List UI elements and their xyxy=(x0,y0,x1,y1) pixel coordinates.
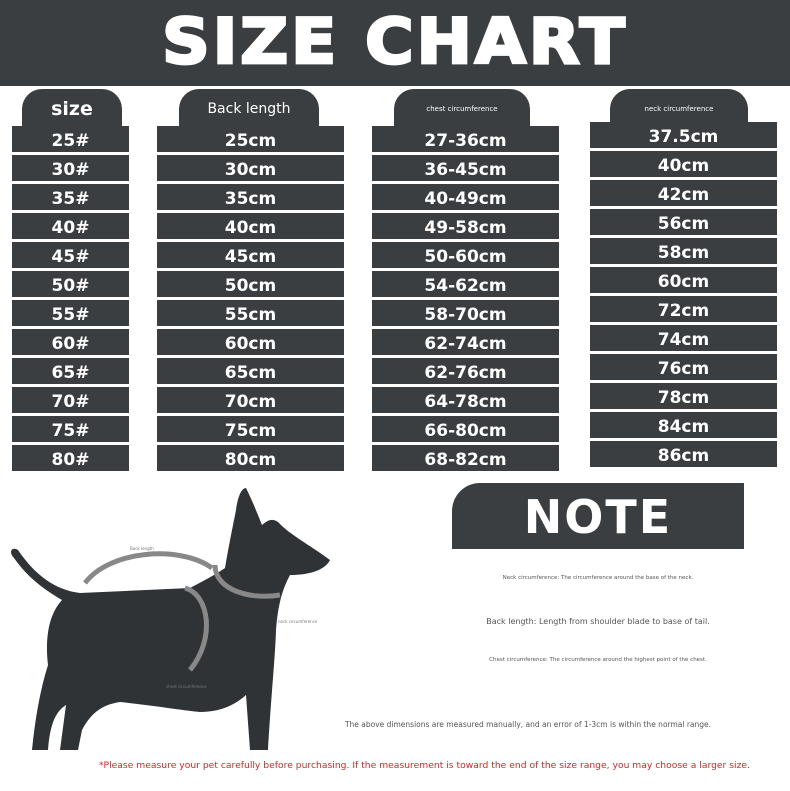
back-length-header: Back length xyxy=(179,89,319,129)
table-cell-sizes: 30# xyxy=(12,155,129,181)
table-cell-sizes: 40# xyxy=(12,213,129,239)
table-cell-sizes: 75# xyxy=(12,416,129,442)
page-title: SIZE CHART xyxy=(161,4,628,80)
back-length-arrow xyxy=(83,551,214,585)
table-cell-back-length: 50cm xyxy=(157,271,344,297)
table-cell-chest: 27-36cm xyxy=(372,126,559,152)
table-cell-neck: 58cm xyxy=(590,238,777,264)
table-cell-back-length: 30cm xyxy=(157,155,344,181)
table-cell-chest: 50-60cm xyxy=(372,242,559,268)
table-cell-back-length: 45cm xyxy=(157,242,344,268)
table-cell-chest: 64-78cm xyxy=(372,387,559,413)
table-cell-sizes: 25# xyxy=(12,126,129,152)
table-cell-neck: 37.5cm xyxy=(590,122,777,148)
size-header: size xyxy=(22,89,122,129)
table-cell-back-length: 60cm xyxy=(157,329,344,355)
dog-diagram xyxy=(11,488,331,750)
table-cell-chest: 58-70cm xyxy=(372,300,559,326)
back-length-label: Back length xyxy=(130,546,154,551)
table-cell-chest: 68-82cm xyxy=(372,445,559,471)
title-banner: SIZE CHART xyxy=(0,0,790,86)
table-cell-back-length: 65cm xyxy=(157,358,344,384)
table-cell-neck: 56cm xyxy=(590,209,777,235)
table-cell-neck: 60cm xyxy=(590,267,777,293)
neck-label: neck circumference xyxy=(278,619,318,624)
dog-silhouette xyxy=(11,488,331,750)
chest-rows: 27-36cm 36-45cm 40-49cm 49-58cm 50-60cm 54-62… xyxy=(372,126,559,474)
note-heading: NOTE xyxy=(452,483,744,549)
table-cell-neck: 86cm xyxy=(590,441,777,467)
table-cell-sizes: 60# xyxy=(12,329,129,355)
table-cell-back-length: 25cm xyxy=(157,126,344,152)
size-rows: 25# 30# 35# 40# 45# 50# 55# 60# 65# 70# 75# 80# xyxy=(12,126,129,474)
table-cell-sizes: 80# xyxy=(12,445,129,471)
table-cell-chest: 66-80cm xyxy=(372,416,559,442)
table-cell-back-length: 40cm xyxy=(157,213,344,239)
table-cell-neck: 40cm xyxy=(590,151,777,177)
note-chest: Chest circumference: The circumference a… xyxy=(489,657,707,663)
table-cell-back-length: 35cm xyxy=(157,184,344,210)
table-cell-chest: 62-74cm xyxy=(372,329,559,355)
table-cell-back-length: 70cm xyxy=(157,387,344,413)
table-cell-neck: 42cm xyxy=(590,180,777,206)
table-cell-back-length: 75cm xyxy=(157,416,344,442)
note-back: Back length: Length from shoulder blade … xyxy=(486,617,710,626)
neck-arrow xyxy=(212,564,281,599)
table-cell-sizes: 45# xyxy=(12,242,129,268)
table-cell-sizes: 50# xyxy=(12,271,129,297)
table-cell-chest: 40-49cm xyxy=(372,184,559,210)
table-cell-chest: 36-45cm xyxy=(372,155,559,181)
table-cell-neck: 78cm xyxy=(590,383,777,409)
table-cell-back-length: 80cm xyxy=(157,445,344,471)
table-cell-chest: 49-58cm xyxy=(372,213,559,239)
neck-rows: 37.5cm 40cm 42cm 56cm 58cm 60cm 72cm 74cm 76cm 78… xyxy=(590,122,777,470)
table-cell-chest: 62-76cm xyxy=(372,358,559,384)
table-cell-sizes: 70# xyxy=(12,387,129,413)
chest-header: chest circumference xyxy=(394,89,530,129)
chest-label: chest circumference xyxy=(166,684,207,689)
table-cell-sizes: 65# xyxy=(12,358,129,384)
note-neck: Neck circumference: The circumference ar… xyxy=(502,575,694,581)
table-cell-neck: 74cm xyxy=(590,325,777,351)
table-cell-sizes: 35# xyxy=(12,184,129,210)
table-cell-neck: 84cm xyxy=(590,412,777,438)
table-cell-neck: 76cm xyxy=(590,354,777,380)
table-cell-back-length: 55cm xyxy=(157,300,344,326)
table-cell-sizes: 55# xyxy=(12,300,129,326)
back-length-rows: 25cm 30cm 35cm 40cm 45cm 50cm 55cm 60cm 65cm 70cm… xyxy=(157,126,344,474)
footer-warning: *Please measure your pet carefully befor… xyxy=(98,760,750,771)
note-error: The above dimensions are measured manual… xyxy=(344,720,712,729)
table-cell-chest: 54-62cm xyxy=(372,271,559,297)
table-cell-neck: 72cm xyxy=(590,296,777,322)
chest-arrow xyxy=(184,585,209,672)
